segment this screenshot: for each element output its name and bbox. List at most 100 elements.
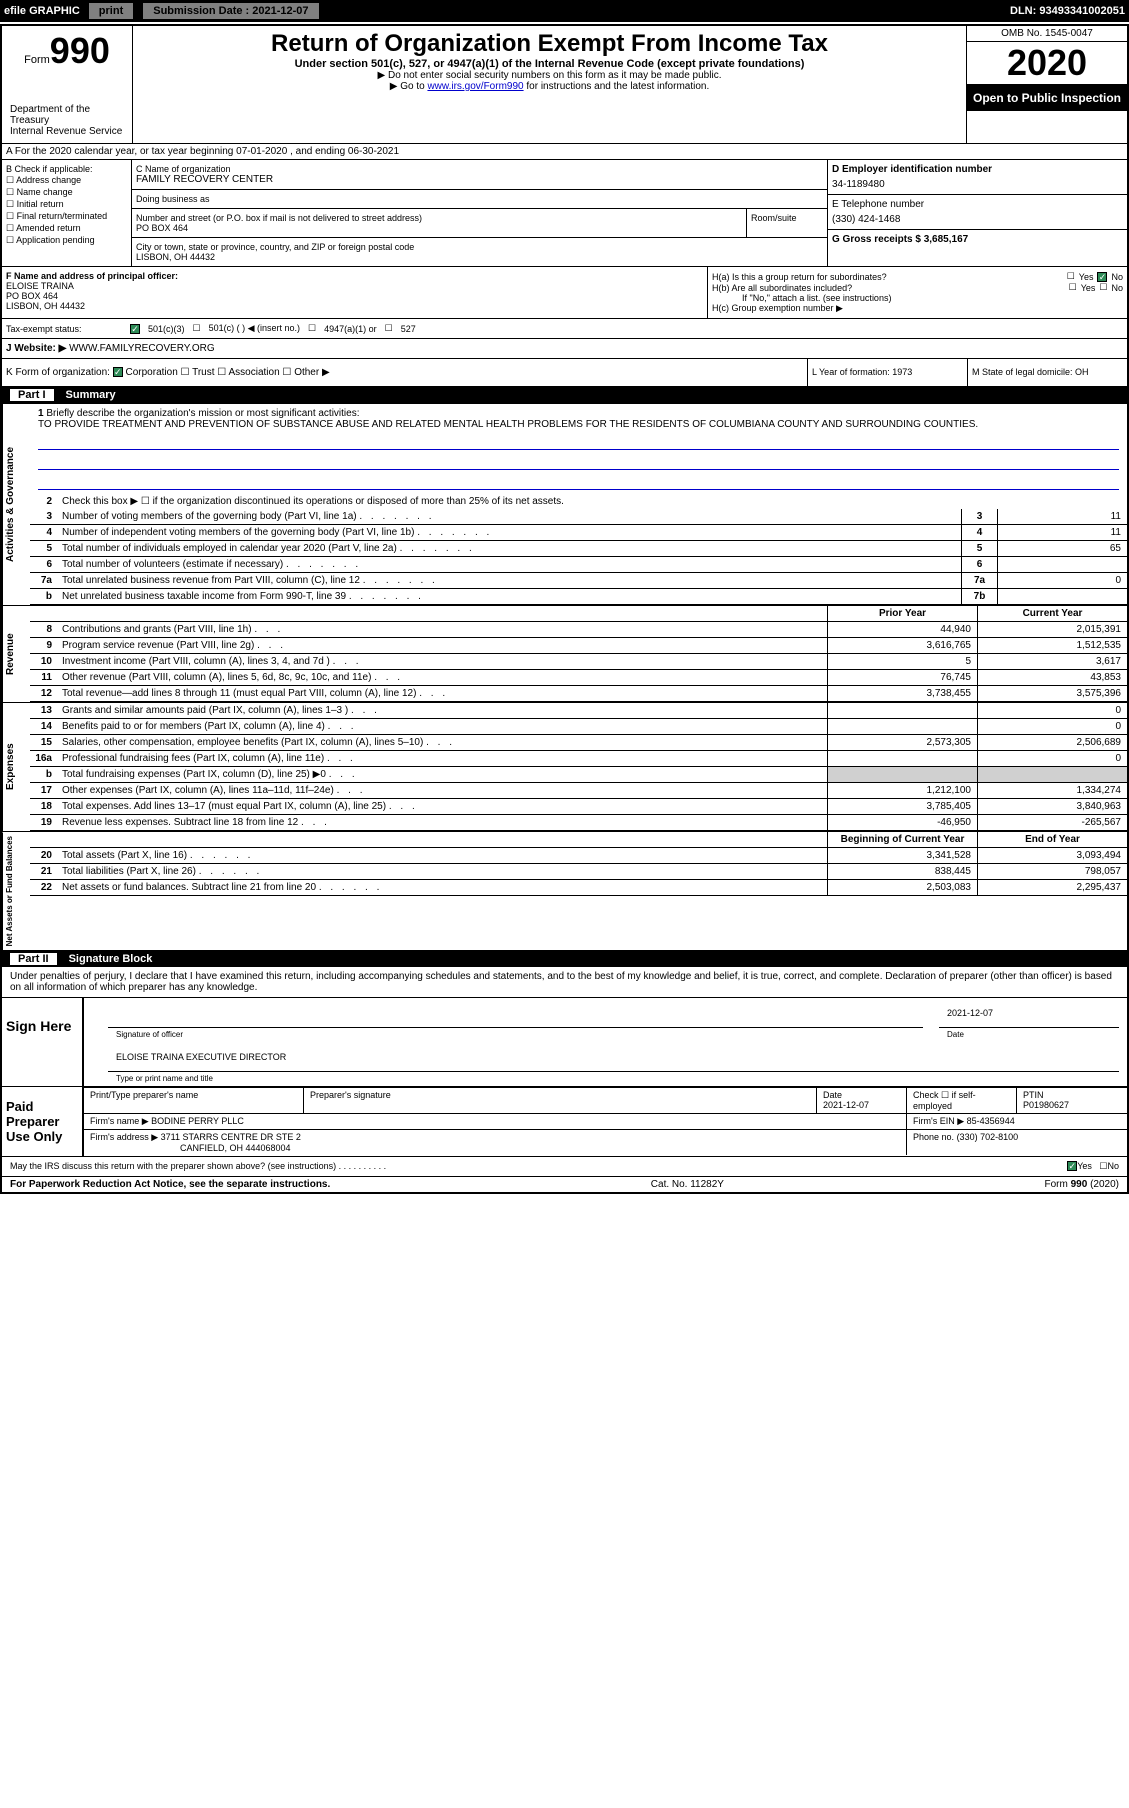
sig-date-val: 2021-12-07	[947, 1008, 993, 1018]
ha-yes[interactable]: Yes	[1079, 272, 1094, 282]
city-label: City or town, state or province, country…	[136, 242, 823, 252]
chk-corp[interactable]	[113, 367, 123, 377]
expenses-section: Expenses 13Grants and similar amounts pa…	[2, 702, 1127, 831]
part2-header: Part II Signature Block	[2, 950, 1127, 967]
room-label: Room/suite	[747, 209, 827, 237]
website-row: J Website: ▶ WWW.FAMILYRECOVERY.ORG	[2, 338, 1127, 358]
opt-501c3: 501(c)(3)	[148, 324, 185, 334]
prep-date-val: 2021-12-07	[823, 1100, 869, 1110]
prep-name-label: Print/Type preparer's name	[84, 1088, 304, 1113]
irs-link[interactable]: www.irs.gov/Form990	[427, 81, 523, 92]
chk-initial[interactable]: ☐ Initial return	[6, 199, 127, 210]
part1-num: Part I	[10, 389, 54, 401]
form-header: Form990 Department of the Treasury Inter…	[2, 26, 1127, 143]
curr-hdr: Current Year	[977, 606, 1127, 621]
sig-name: ELOISE TRAINA EXECUTIVE DIRECTOR	[116, 1052, 286, 1062]
addr-label: Number and street (or P.O. box if mail i…	[136, 213, 742, 223]
omb-number: OMB No. 1545-0047	[967, 26, 1127, 42]
ha-no-check[interactable]	[1097, 272, 1107, 282]
prep-phone: (330) 702-8100	[957, 1132, 1019, 1142]
tax-status-row: Tax-exempt status: 501(c)(3) ☐501(c) ( )…	[2, 318, 1127, 338]
sig-type-caption: Type or print name and title	[116, 1074, 213, 1083]
prep-phone-label: Phone no.	[913, 1132, 954, 1142]
top-bar: efile GRAPHIC print Submission Date : 20…	[0, 0, 1129, 22]
officer-name: ELOISE TRAINA	[6, 281, 703, 291]
officer-addr2: LISBON, OH 44432	[6, 301, 703, 311]
name-label: C Name of organization	[136, 164, 823, 174]
tax-year: 2020	[967, 42, 1127, 85]
part2-title: Signature Block	[69, 953, 153, 965]
firm-ein-label: Firm's EIN ▶	[913, 1116, 964, 1126]
city-val: LISBON, OH 44432	[136, 252, 823, 262]
chk-amended[interactable]: ☐ Amended return	[6, 223, 127, 234]
footer: For Paperwork Reduction Act Notice, see …	[2, 1176, 1127, 1192]
row-a: A For the 2020 calendar year, or tax yea…	[2, 143, 1127, 159]
discuss-yes: Yes	[1077, 1161, 1092, 1172]
opt-501c: 501(c) ( ) ◀ (insert no.)	[209, 323, 300, 334]
declaration-text: Under penalties of perjury, I declare th…	[2, 967, 1127, 997]
hb-yes[interactable]: Yes	[1081, 283, 1096, 293]
form-container: Form990 Department of the Treasury Inter…	[0, 24, 1129, 1194]
hb-note: If "No," attach a list. (see instruction…	[712, 293, 1123, 303]
addr-val: PO BOX 464	[136, 223, 742, 233]
chk-address[interactable]: ☐ Address change	[6, 175, 127, 186]
ptin-val: P01980627	[1023, 1100, 1069, 1110]
opt-assoc: Association	[229, 367, 280, 378]
state-domicile: M State of legal domicile: OH	[967, 359, 1127, 386]
row-k: K Form of organization: Corporation ☐ Tr…	[2, 358, 1127, 386]
info-grid: B Check if applicable: ☐ Address change …	[2, 159, 1127, 266]
col-b-label: B Check if applicable:	[6, 164, 127, 174]
footer-right: Form 990 (2020)	[1045, 1179, 1119, 1190]
dln-label: DLN: 93493341002051	[1010, 5, 1125, 17]
footer-left: For Paperwork Reduction Act Notice, see …	[10, 1179, 330, 1190]
ein-val: 34-1189480	[832, 179, 1123, 190]
firm-name-label: Firm's name ▶	[90, 1116, 149, 1126]
discuss-q: May the IRS discuss this return with the…	[10, 1161, 1067, 1172]
netassets-section: Net Assets or Fund Balances Beginning of…	[2, 831, 1127, 950]
prep-date-label: Date	[823, 1090, 842, 1100]
hc-label: H(c) Group exemption number ▶	[712, 303, 1123, 314]
chk-pending[interactable]: ☐ Application pending	[6, 235, 127, 246]
dept-label: Department of the Treasury Internal Reve…	[6, 102, 128, 139]
submission-date-button[interactable]: Submission Date : 2021-12-07	[142, 2, 319, 20]
prior-hdr: Prior Year	[827, 606, 977, 621]
col-c: C Name of organization FAMILY RECOVERY C…	[132, 160, 827, 266]
part2-num: Part II	[10, 953, 57, 965]
sign-here-label: Sign Here	[2, 998, 82, 1086]
print-button[interactable]: print	[88, 2, 134, 20]
discuss-yes-chk[interactable]	[1067, 1161, 1077, 1171]
opt-4947: 4947(a)(1) or	[324, 324, 377, 334]
paid-label: Paid Preparer Use Only	[2, 1087, 82, 1156]
chk-final[interactable]: ☐ Final return/terminated	[6, 211, 127, 222]
form-note1: ▶ Do not enter social security numbers o…	[137, 70, 962, 81]
footer-mid: Cat. No. 11282Y	[651, 1179, 724, 1190]
chk-name[interactable]: ☐ Name change	[6, 187, 127, 198]
q2-text: Check this box ▶ ☐ if the organization d…	[58, 494, 1127, 509]
governance-section: Activities & Governance 1 Briefly descri…	[2, 403, 1127, 605]
discuss-no: No	[1107, 1161, 1119, 1172]
sign-here-row: Sign Here Signature of officer 2021-12-0…	[2, 997, 1127, 1086]
officer-addr1: PO BOX 464	[6, 291, 703, 301]
firm-addr1: 3711 STARRS CENTRE DR STE 2	[161, 1132, 301, 1142]
form-num: 990	[50, 30, 110, 71]
officer-label: F Name and address of principal officer:	[6, 271, 703, 281]
hb-no[interactable]: No	[1111, 283, 1123, 293]
note2-suffix: for instructions and the latest informat…	[524, 81, 710, 92]
chk-501c3[interactable]	[130, 324, 140, 334]
org-name: FAMILY RECOVERY CENTER	[136, 174, 823, 185]
efile-label: efile GRAPHIC	[4, 5, 80, 17]
side-governance: Activities & Governance	[2, 404, 30, 605]
firm-addr2: CANFIELD, OH 444068004	[90, 1143, 291, 1153]
dba-label: Doing business as	[136, 194, 823, 204]
ha-no: No	[1111, 272, 1123, 282]
revenue-section: Revenue Prior YearCurrent Year 8Contribu…	[2, 605, 1127, 702]
part1-header: Part I Summary	[2, 386, 1127, 403]
q1-label: Briefly describe the organization's miss…	[46, 408, 359, 419]
prep-check[interactable]: Check ☐ if self-employed	[907, 1088, 1017, 1113]
officer-row: F Name and address of principal officer:…	[2, 266, 1127, 318]
paid-preparer-row: Paid Preparer Use Only Print/Type prepar…	[2, 1086, 1127, 1156]
year-formation: L Year of formation: 1973	[807, 359, 967, 386]
sig-date-caption: Date	[947, 1030, 964, 1039]
form-prefix: Form	[24, 54, 50, 66]
opt-other: Other ▶	[294, 367, 329, 378]
